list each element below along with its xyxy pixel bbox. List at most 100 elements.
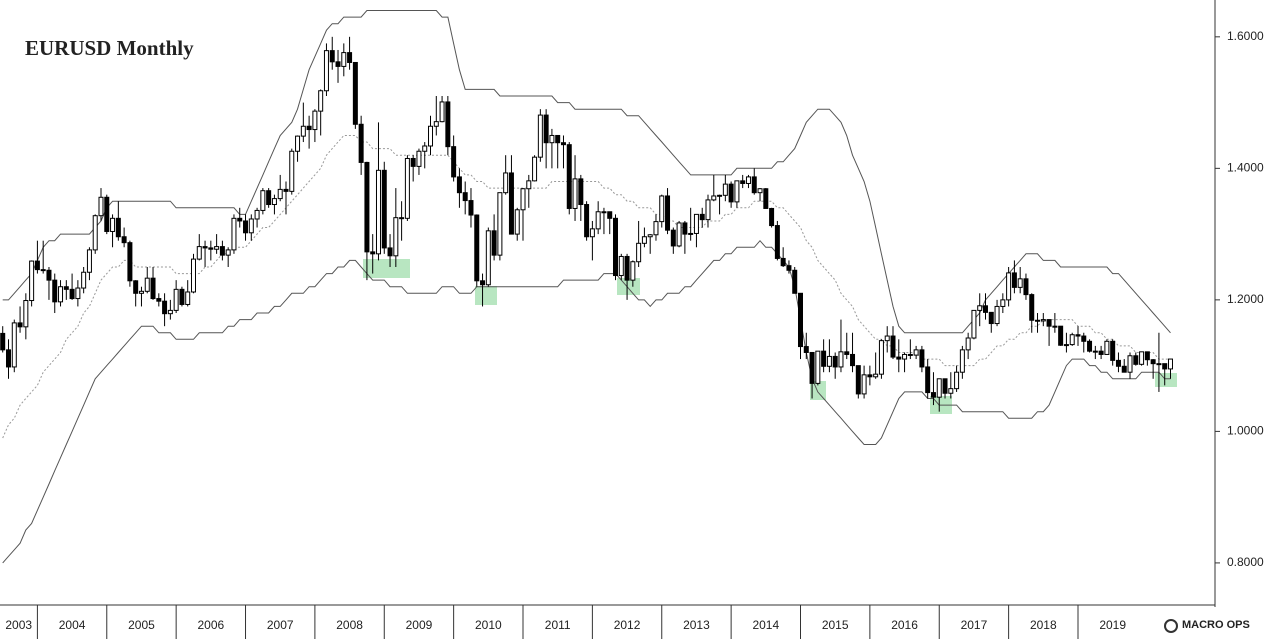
- candle-body: [763, 188, 769, 209]
- candle-body: [162, 300, 168, 315]
- candle-body: [428, 125, 434, 147]
- candle-body: [734, 180, 740, 203]
- candle-body: [1011, 272, 1017, 288]
- candle-body: [1000, 299, 1006, 307]
- candle-body: [589, 228, 595, 238]
- candle-body: [185, 291, 191, 305]
- candle-body: [451, 146, 457, 178]
- candle-body: [387, 247, 393, 257]
- candle-body: [809, 351, 815, 384]
- candle-body: [196, 246, 202, 260]
- y-tick-label: 1.0000: [1227, 424, 1264, 438]
- candle-body: [595, 211, 601, 230]
- x-tick-label: 2010: [475, 618, 502, 632]
- candle-body: [462, 192, 468, 202]
- candle-body: [884, 335, 890, 342]
- candle-body: [86, 249, 92, 273]
- candle-body: [225, 249, 231, 256]
- candle-body: [1075, 334, 1081, 337]
- candle-body: [665, 195, 671, 231]
- candle-body: [508, 172, 514, 235]
- x-tick-label: 2019: [1099, 618, 1126, 632]
- candle-body: [104, 196, 110, 232]
- candle-body: [34, 260, 40, 271]
- middle-band: [2, 135, 1171, 439]
- candle-body: [954, 371, 960, 390]
- candle-body: [1110, 340, 1116, 361]
- candle-body: [896, 356, 902, 360]
- candle-body: [491, 230, 497, 256]
- candle-body: [1098, 350, 1104, 355]
- candle-body: [520, 188, 526, 211]
- x-tick-label: 2004: [59, 618, 86, 632]
- candle-body: [526, 180, 532, 190]
- candle-body: [0, 332, 6, 351]
- x-tick-label: 2012: [614, 618, 641, 632]
- candle-body: [959, 349, 965, 373]
- candle-body: [699, 213, 705, 221]
- candle-body: [179, 288, 185, 305]
- touch-highlight: [1155, 373, 1177, 387]
- candle-body: [318, 90, 324, 112]
- candle-body: [630, 261, 636, 281]
- candle-body: [335, 61, 341, 67]
- candle-body: [693, 213, 699, 234]
- candle-body: [994, 305, 1000, 325]
- candle-body: [1046, 319, 1052, 327]
- x-tick-label: 2014: [752, 618, 779, 632]
- candle-body: [69, 288, 75, 300]
- candle-body: [838, 351, 844, 368]
- candle-body: [728, 183, 734, 203]
- candle-body: [110, 217, 116, 232]
- candle-body: [341, 52, 347, 67]
- candle-body: [786, 265, 792, 271]
- candle-body: [115, 217, 121, 238]
- candle-body: [358, 123, 364, 163]
- candle-body: [774, 225, 780, 259]
- candle-body: [618, 255, 624, 277]
- touch-highlight: [363, 259, 410, 278]
- candle-body: [121, 236, 127, 244]
- candle-body: [514, 209, 520, 235]
- candle-body: [312, 110, 318, 131]
- candle-body: [480, 280, 486, 286]
- candle-body: [1156, 363, 1162, 366]
- x-tick-label: 2003: [5, 618, 32, 632]
- candle-body: [144, 277, 150, 292]
- candle-body: [942, 378, 948, 394]
- candle-body: [58, 286, 64, 303]
- candle-body: [1040, 319, 1046, 322]
- candle-body: [769, 207, 775, 227]
- candle-body: [416, 150, 422, 167]
- candle-body: [676, 222, 682, 247]
- candle-body: [289, 150, 295, 192]
- candle-body: [913, 349, 919, 356]
- candle-body: [1150, 359, 1156, 365]
- candle-body: [1063, 344, 1069, 347]
- candle-body: [1127, 355, 1133, 373]
- candle-body: [52, 279, 58, 303]
- candle-body: [468, 200, 474, 216]
- candle-body: [821, 350, 827, 367]
- candle-body: [439, 101, 445, 123]
- candle-body: [815, 350, 821, 384]
- x-tick-label: 2005: [128, 618, 155, 632]
- candle-body: [375, 169, 381, 255]
- candle-body: [688, 232, 694, 235]
- candle-body: [647, 234, 653, 238]
- candle-body: [393, 217, 399, 257]
- candle-body: [422, 145, 428, 152]
- candle-body: [306, 125, 312, 131]
- x-tick-label: 2013: [683, 618, 710, 632]
- candle-body: [902, 353, 908, 360]
- candle-body: [971, 309, 977, 339]
- candle-body: [1092, 350, 1098, 353]
- candle-body: [5, 349, 11, 368]
- touch-highlight: [475, 286, 497, 305]
- candle-body: [1035, 319, 1041, 322]
- candle-body: [543, 114, 549, 144]
- candle-body: [370, 251, 376, 255]
- candle-body: [167, 309, 173, 315]
- candle-body: [283, 188, 289, 192]
